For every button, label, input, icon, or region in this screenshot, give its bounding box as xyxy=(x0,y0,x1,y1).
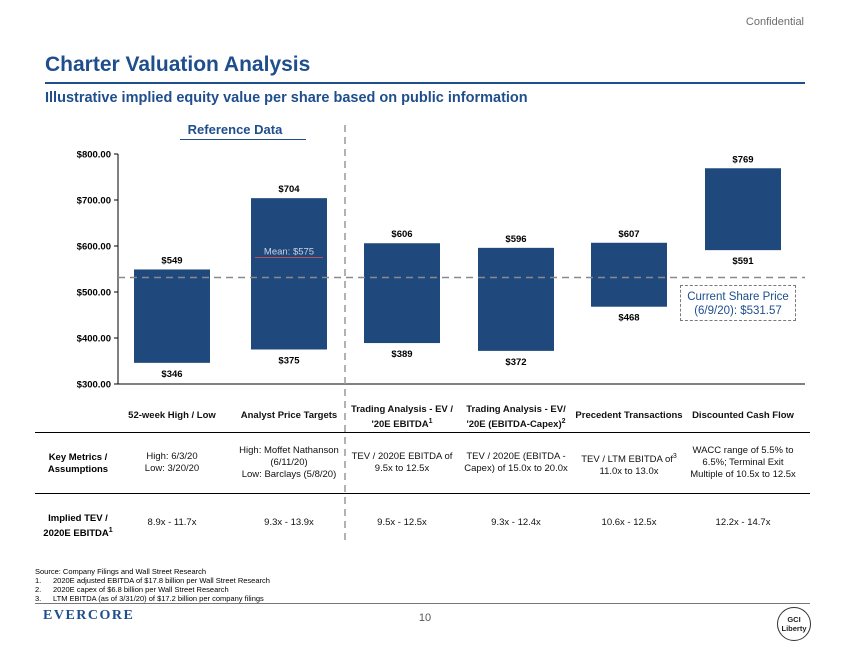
table-row-rule xyxy=(35,493,810,494)
current-share-price-callout: Current Share Price (6/9/20): $531.57 xyxy=(680,285,796,321)
y-tick-label: $300.00 xyxy=(77,380,111,391)
implied-tev-cell: 10.6x - 12.5x xyxy=(601,517,657,528)
range-bar xyxy=(251,198,327,350)
column-header: Trading Analysis - EV/'20E (EBITDA-Capex… xyxy=(466,404,566,431)
y-tick-label: $400.00 xyxy=(77,334,111,345)
range-bar xyxy=(705,168,781,251)
column-header: Trading Analysis - EV / '20E EBITDA1 xyxy=(350,404,454,431)
footnote: 1. 2020E adjusted EBITDA of $17.8 billion… xyxy=(35,576,270,585)
bar-high-label: $596 xyxy=(505,234,526,245)
implied-tev-cell: 12.2x - 14.7x xyxy=(715,517,771,528)
y-tick-label: $600.00 xyxy=(77,242,111,253)
bar-low-label: $346 xyxy=(161,369,182,380)
bar-low-label: $591 xyxy=(732,256,754,267)
bar-low-label: $468 xyxy=(618,313,639,324)
page-subtitle: Illustrative implied equity value per sh… xyxy=(45,90,528,106)
bar-low-label: $389 xyxy=(391,349,412,360)
key-metrics-row-label: Key Metrics / Assumptions xyxy=(47,452,109,475)
key-metrics-cell: WACC range of 5.5% to 6.5%; Terminal Exit… xyxy=(690,445,796,480)
range-bar xyxy=(591,242,667,307)
reference-data-underline xyxy=(180,139,306,140)
source-note: Source: Company Filings and Wall Street … xyxy=(35,567,207,576)
implied-tev-cell: 8.9x - 11.7x xyxy=(147,517,197,528)
footnote: 3. LTM EBITDA (as of 3/31/20) of $17.2 bi… xyxy=(35,594,264,603)
gci-liberty-logo: GCI Liberty xyxy=(777,607,811,641)
range-bar xyxy=(134,269,210,363)
column-header: 52-week High / Low xyxy=(128,410,216,421)
bar-low-label: $372 xyxy=(505,357,526,368)
y-tick-label: $800.00 xyxy=(77,150,111,161)
range-bar xyxy=(364,243,440,344)
title-divider xyxy=(45,82,805,84)
y-tick-label: $500.00 xyxy=(77,288,111,299)
bar-high-label: $549 xyxy=(161,255,182,266)
footer-divider xyxy=(35,603,810,604)
implied-tev-row-label: Implied TEV / 2020E EBITDA1 xyxy=(43,513,113,540)
mean-label: Mean: $575 xyxy=(264,247,314,258)
footnote: 2. 2020E capex of $6.8 billion per Wall S… xyxy=(35,585,229,594)
table-header-rule xyxy=(35,432,810,433)
key-metrics-cell: TEV / 2020E (EBITDA - Capex) of 15.0x to … xyxy=(464,451,568,474)
bar-high-label: $704 xyxy=(278,184,300,195)
reference-data-header: Reference Data xyxy=(187,122,283,137)
range-bar xyxy=(478,247,554,351)
bar-high-label: $606 xyxy=(391,229,412,240)
column-header: Analyst Price Targets xyxy=(240,410,338,421)
implied-tev-cell: 9.3x - 13.9x xyxy=(264,517,314,528)
bar-high-label: $607 xyxy=(618,229,639,240)
key-metrics-cell: High: Moffet Nathanson (6/11/20) Low: Barc… xyxy=(239,445,339,480)
implied-tev-cell: 9.5x - 12.5x xyxy=(377,517,427,528)
share-price-label-line2: (6/9/20): $531.57 xyxy=(694,305,782,317)
column-header: Discounted Cash Flow xyxy=(692,410,794,421)
valuation-chart: $800.00 $700.00 $600.00 $500.00 $400.00 $300.… xyxy=(77,125,805,540)
key-metrics-cell: TEV / 2020E EBITDA of 9.5x to 12.5x xyxy=(351,451,453,474)
key-metrics-cell: High: 6/3/20 Low: 3/20/20 xyxy=(144,451,200,474)
implied-tev-cell: 9.3x - 12.4x xyxy=(491,517,541,528)
column-header: Precedent Transactions xyxy=(575,410,683,421)
page-number: 10 xyxy=(418,612,432,624)
confidential-label: Confidential xyxy=(745,16,804,28)
bar-low-label: $375 xyxy=(278,356,300,367)
bar-high-label: $769 xyxy=(732,154,753,165)
key-metrics-cell: TEV / LTM EBITDA of3 11.0x to 13.0x xyxy=(581,453,677,478)
y-tick-label: $700.00 xyxy=(77,196,111,207)
share-price-label-line1: Current Share Price xyxy=(687,291,789,303)
evercore-logo: Evercore xyxy=(43,608,135,623)
page-title: Charter Valuation Analysis xyxy=(45,53,311,76)
